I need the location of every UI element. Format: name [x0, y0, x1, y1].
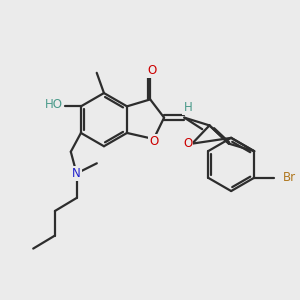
Text: N: N [72, 167, 81, 180]
Text: O: O [183, 137, 192, 150]
Text: H: H [183, 101, 192, 114]
Text: O: O [149, 135, 158, 148]
Text: Br: Br [283, 171, 296, 184]
Text: HO: HO [44, 98, 62, 111]
Text: O: O [147, 64, 156, 77]
